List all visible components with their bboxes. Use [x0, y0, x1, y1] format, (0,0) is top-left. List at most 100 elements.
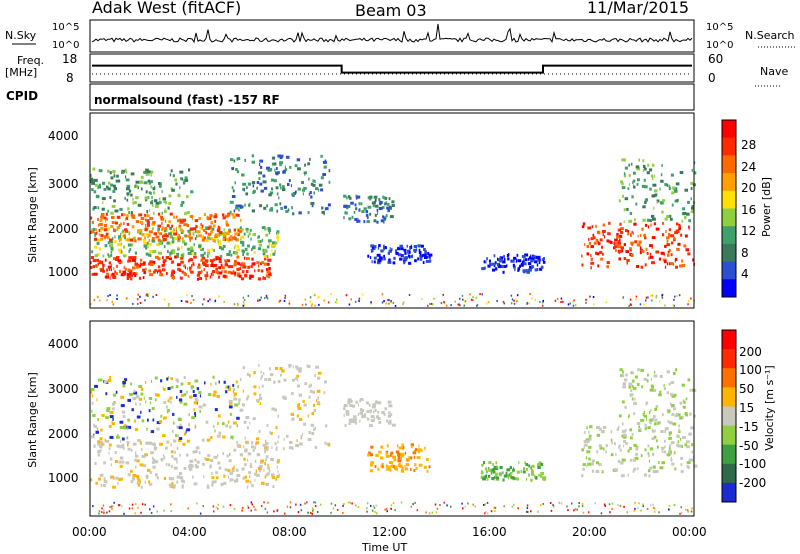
heatmap-cell: [191, 251, 194, 255]
heatmap-cell: [540, 471, 544, 475]
heatmap-cell: [98, 378, 100, 382]
heatmap-cell: [189, 459, 194, 463]
heatmap-cell: [620, 461, 624, 465]
heatmap-cell: [503, 474, 508, 478]
heatmap-cell: [591, 225, 594, 229]
heatmap-cell: [669, 409, 671, 413]
heatmap-cell: [211, 476, 215, 480]
heatmap-cell: [171, 260, 175, 264]
heatmap-cell: [232, 269, 235, 273]
heatmap-cell: [321, 210, 325, 214]
heatmap-cell: [317, 400, 320, 404]
heatmap-cell: [672, 422, 677, 426]
heatmap-cell: [691, 443, 693, 447]
vel-ytick-1000: 1000: [48, 471, 79, 485]
heatmap-cell: [107, 187, 111, 191]
heatmap-cell: [525, 467, 528, 471]
heatmap-cell: [653, 222, 656, 226]
heatmap-cell: [148, 239, 151, 242]
heatmap-cell: [134, 428, 139, 432]
heatmap-cell: [251, 181, 256, 185]
heatmap-cell: [279, 163, 282, 167]
heatmap-cell: [157, 212, 161, 216]
heatmap-cell: [243, 188, 245, 192]
heatmap-cell: [132, 397, 137, 400]
heatmap-cell: [210, 264, 213, 267]
heatmap-cell: [664, 183, 668, 187]
heatmap-cell: [410, 445, 413, 449]
heatmap-cell: [376, 253, 381, 257]
heatmap-cell: [677, 444, 682, 448]
heatmap-cell: [690, 426, 694, 430]
heatmap-cell: [271, 162, 276, 166]
heatmap-cell: [510, 294, 513, 297]
heatmap-cell: [330, 502, 333, 505]
heatmap-cell: [233, 448, 237, 452]
heatmap-cell: [656, 469, 659, 473]
heatmap-cell: [119, 426, 124, 429]
heatmap-cell: [299, 417, 303, 421]
heatmap-cell: [405, 467, 408, 471]
heatmap-cell: [387, 209, 390, 213]
heatmap-cell: [133, 389, 136, 393]
heatmap-cell: [210, 220, 214, 224]
heatmap-cell: [197, 271, 202, 275]
heatmap-cell: [211, 480, 216, 484]
heatmap-cell: [124, 232, 126, 235]
heatmap-cell: [116, 298, 118, 300]
heatmap-cell: [234, 479, 237, 483]
heatmap-cell: [109, 276, 111, 280]
heatmap-cell: [684, 188, 688, 192]
heatmap-cell: [328, 180, 331, 184]
heatmap-cell: [247, 395, 250, 399]
heatmap-cell: [242, 253, 245, 256]
heatmap-cell: [304, 172, 306, 176]
heatmap-cell: [266, 472, 270, 476]
heatmap-cell: [622, 385, 626, 389]
heatmap-cell: [170, 443, 172, 447]
heatmap-cell: [397, 453, 401, 456]
heatmap-cell: [636, 167, 640, 171]
heatmap-cell: [233, 263, 237, 267]
heatmap-cell: [233, 421, 237, 425]
heatmap-cell: [264, 507, 267, 510]
noise-tick-high-right: 10^5: [706, 22, 733, 33]
power-panel-frame: [89, 112, 695, 309]
heatmap-cell: [401, 452, 405, 456]
heatmap-cell: [186, 211, 190, 215]
heatmap-cell: [274, 408, 277, 412]
heatmap-cell: [138, 385, 143, 389]
heatmap-cell: [107, 169, 110, 173]
heatmap-cell: [119, 237, 122, 241]
heatmap-cell: [582, 467, 585, 471]
heatmap-cell: [130, 382, 133, 386]
heatmap-cell: [121, 250, 123, 254]
heatmap-cell: [106, 185, 109, 189]
heatmap-cell: [121, 231, 124, 235]
heatmap-cell: [134, 184, 138, 188]
heatmap-cell: [94, 254, 99, 258]
heatmap-cell: [278, 473, 280, 477]
heatmap-cell: [170, 477, 174, 481]
heatmap-cell: [293, 191, 297, 195]
heatmap-cell: [581, 263, 584, 267]
heatmap-cell: [509, 466, 512, 469]
heatmap-cell: [91, 188, 94, 192]
heatmap-cell: [176, 219, 180, 223]
heatmap-cell: [295, 444, 299, 448]
heatmap-cell: [588, 457, 591, 461]
heatmap-cell: [102, 484, 106, 487]
heatmap-cell: [621, 430, 625, 434]
heatmap-cell: [395, 467, 398, 471]
heatmap-cell: [403, 301, 405, 304]
heatmap-cell: [201, 238, 205, 242]
heatmap-cell: [315, 187, 319, 191]
heatmap-cell: [178, 233, 181, 237]
heatmap-cell: [150, 185, 153, 189]
heatmap-cell: [227, 469, 231, 473]
heatmap-cell: [517, 507, 519, 510]
heatmap-cell: [104, 226, 108, 229]
heatmap-cell: [176, 460, 178, 464]
heatmap-cell: [368, 451, 372, 455]
heatmap-cell: [476, 303, 479, 306]
